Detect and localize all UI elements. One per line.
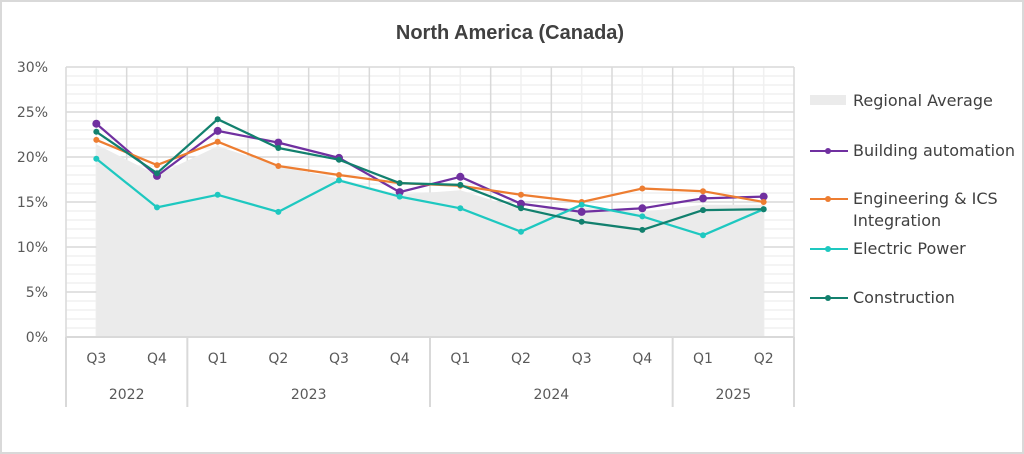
legend-key-line	[808, 188, 848, 208]
legend-marker	[825, 148, 831, 154]
data-point-construction	[93, 128, 100, 135]
y-tick-label: 15%	[17, 195, 48, 211]
data-point-electric-power	[639, 213, 646, 220]
legend-marker	[825, 246, 831, 252]
legend-item-regional-average: Regional Average	[808, 90, 1023, 112]
chart-title: North America (Canada)	[395, 22, 625, 44]
data-point-engineering-ics-integration	[214, 138, 221, 145]
x-tick-label: Q1	[450, 351, 470, 367]
data-point-electric-power	[396, 193, 403, 200]
legend-label: Regional Average	[853, 91, 993, 110]
data-point-building-automation	[759, 192, 768, 201]
x-group-label: 2024	[534, 387, 570, 403]
legend-label: Building automation	[853, 141, 1016, 160]
data-point-engineering-ics-integration	[93, 136, 100, 143]
data-point-electric-power	[275, 208, 282, 215]
data-point-construction	[457, 181, 464, 188]
x-tick-label: Q1	[693, 351, 713, 367]
x-tick-label: Q2	[268, 351, 288, 367]
y-tick-label: 30%	[17, 60, 48, 76]
data-point-building-automation	[638, 204, 647, 213]
data-point-building-automation	[213, 126, 222, 135]
x-tick-label: Q3	[329, 351, 349, 367]
data-point-engineering-ics-integration	[336, 172, 342, 178]
data-point-building-automation	[517, 199, 525, 208]
data-point-construction	[518, 205, 524, 212]
data-point-construction	[700, 207, 706, 214]
legend-item-electric-power: Electric Power	[808, 238, 1023, 260]
data-point-electric-power	[93, 155, 100, 162]
legend-swatch	[810, 95, 846, 105]
y-tick-label: 10%	[17, 240, 48, 256]
data-point-building-automation	[274, 138, 283, 147]
legend-item-engineering-ics: Engineering & ICS Integration	[808, 188, 1023, 232]
x-tick-label: Q2	[754, 351, 774, 367]
legend-key-line	[808, 140, 848, 160]
data-point-building-automation	[577, 207, 586, 216]
data-point-construction	[214, 116, 221, 123]
data-point-construction	[578, 218, 585, 225]
x-group-label: 2022	[109, 387, 145, 403]
data-point-electric-power	[518, 228, 524, 235]
y-tick-label: 25%	[17, 105, 48, 121]
x-axis: Q3 Q4 Q1 Q2 Q3 Q4 Q1 Q2 Q3 Q4 Q1 Q2 2022 2023 2024 2025	[65, 337, 795, 407]
series-line-electric-power	[95, 157, 765, 237]
y-tick-label: 5%	[26, 285, 48, 301]
legend-item-construction: Construction	[808, 287, 1023, 309]
x-tick-label: Q4	[147, 351, 167, 367]
legend-key-line	[808, 238, 848, 258]
data-point-construction	[760, 206, 767, 213]
y-tick-label: 20%	[17, 150, 48, 166]
data-point-building-automation	[456, 172, 465, 181]
data-point-engineering-ics-integration	[639, 185, 646, 192]
y-tick-label: 0%	[26, 330, 48, 346]
line-series	[92, 116, 768, 239]
legend-key-line	[808, 287, 848, 307]
legend-marker	[825, 295, 831, 301]
data-point-building-automation	[699, 194, 707, 203]
data-point-electric-power	[154, 204, 160, 211]
y-axis: 0% 5% 10% 15% 20% 25% 30%	[17, 60, 48, 346]
data-point-engineering-ics-integration	[700, 188, 706, 195]
data-point-construction	[336, 156, 342, 163]
x-tick-label: Q3	[86, 351, 106, 367]
data-point-building-automation	[92, 119, 101, 128]
x-tick-label: Q4	[390, 351, 410, 367]
legend-key-area	[808, 90, 848, 110]
data-point-engineering-ics-integration	[275, 163, 282, 169]
x-tick-label: Q2	[511, 351, 531, 367]
legend-label: Engineering & ICS Integration	[853, 189, 998, 230]
data-point-engineering-ics-integration	[518, 191, 524, 198]
data-point-construction	[154, 170, 160, 177]
x-tick-label: Q1	[208, 351, 228, 367]
data-point-electric-power	[700, 232, 706, 239]
x-group-label: 2023	[291, 387, 327, 403]
data-point-construction	[639, 226, 646, 233]
data-point-electric-power	[457, 205, 464, 212]
data-point-construction	[275, 145, 282, 151]
data-point-electric-power	[214, 191, 221, 198]
legend-item-building-automation: Building automation	[808, 140, 1023, 162]
x-tick-label: Q3	[572, 351, 592, 367]
legend-label: Electric Power	[853, 239, 966, 258]
data-point-construction	[396, 180, 403, 187]
data-point-engineering-ics-integration	[154, 162, 160, 169]
legend-marker	[825, 196, 831, 202]
data-point-building-automation	[395, 188, 404, 197]
area-regional-average	[96, 144, 764, 337]
series-line-construction	[95, 118, 764, 232]
data-point-engineering-ics-integration	[760, 199, 767, 205]
x-tick-label: Q4	[632, 351, 652, 367]
data-point-electric-power	[578, 201, 585, 208]
data-point-electric-power	[336, 177, 342, 184]
x-group-label: 2025	[716, 387, 752, 403]
legend-label: Construction	[853, 288, 955, 307]
